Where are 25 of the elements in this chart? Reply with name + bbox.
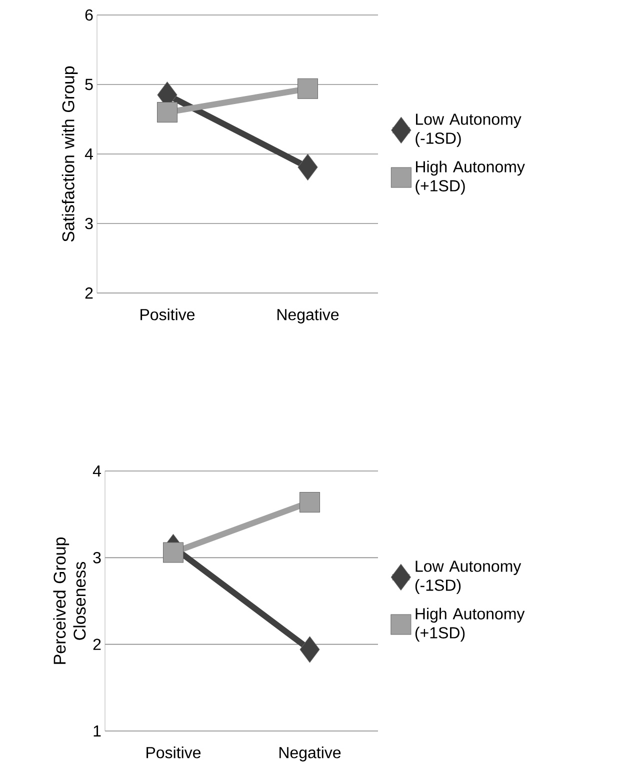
legend-label: Low Autonomy (-1SD): [415, 560, 522, 594]
y-tick-label: 2: [93, 638, 101, 650]
legend-label: High Autonomy (+1SD): [415, 608, 525, 642]
y-tick-label: 1: [94, 725, 101, 736]
y-tick-label: 3: [85, 218, 93, 230]
point: [157, 102, 178, 123]
legend-label: High Autonomy (+1SD): [416, 160, 525, 195]
point: [300, 492, 320, 512]
x-tick-label: Negative: [277, 308, 339, 324]
x-tick-label: Positive: [140, 308, 195, 320]
y-tick-label: 2: [85, 287, 93, 299]
x-tick-label: Negative: [279, 746, 341, 762]
y-tick-label: 6: [85, 9, 93, 21]
y-tick-label: 4: [84, 148, 93, 160]
y-tick-label: 4: [92, 465, 101, 477]
y-tick-label: 5: [85, 78, 93, 90]
y-tick-label: 3: [93, 552, 101, 564]
point: [300, 636, 320, 663]
y-axis-title: Perceived Group Closeness: [53, 537, 86, 664]
legend-label: Low Autonomy (-1SD): [416, 114, 522, 148]
x-tick-label: Positive: [146, 746, 201, 758]
point: [298, 154, 318, 180]
point: [163, 542, 184, 563]
y-axis-title: Satisfaction with Group: [62, 66, 78, 242]
point: [298, 78, 318, 99]
